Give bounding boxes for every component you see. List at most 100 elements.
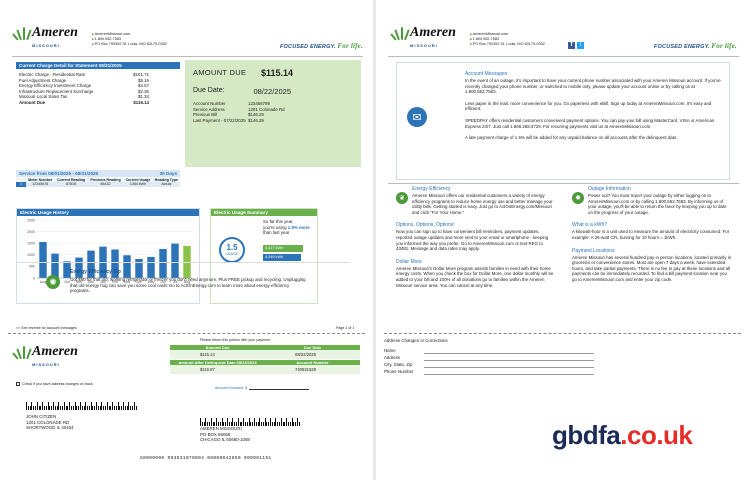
barcode-bar <box>297 418 298 426</box>
barcode-bar <box>234 422 235 426</box>
y-tick-label: 1500 <box>27 242 35 246</box>
address-change-checkbox-row[interactable]: Check if you have address changes on bac… <box>16 382 94 387</box>
charge-value: $2.36 <box>138 88 149 94</box>
barcode-bar <box>110 406 112 410</box>
x-tick-label: Mar <box>124 280 131 284</box>
info-block: ❦ Energy Efficiency Ameren Missouri offers… <box>396 186 556 215</box>
barcode-bar <box>255 422 257 426</box>
barcode-bar <box>237 418 239 426</box>
barcode-bar <box>228 422 230 426</box>
service-table: Service from 08/01/2025 - 08/31/2025 30 … <box>16 170 180 187</box>
tip-text: Got $50 for that old, working refrigerat… <box>70 277 306 294</box>
envelope-icon: ✉ <box>407 107 427 127</box>
service-header: Current Usage <box>125 178 151 182</box>
barcode-bar <box>295 422 297 426</box>
page-number: Page 1 of 1 <box>336 326 355 330</box>
info-title: Payment Locations <box>572 247 615 254</box>
message-paragraph: Less paper in the mail, more convenience… <box>465 100 712 112</box>
barcode-bar <box>248 418 250 426</box>
barcode-bar <box>124 406 126 410</box>
account-summary-list: Account Number 123456789 Service Address 12… <box>193 101 353 123</box>
charge-label: Missouri Local Sales Tax <box>19 94 68 100</box>
info-block: What is a kWh? A kilowatt-hour is a unit … <box>572 222 732 240</box>
contact-address: PO Box 790352 St. Louis, MO 63179-0352 <box>92 42 167 47</box>
info-text: Ameren Missouri has several hundred pay … <box>572 254 732 282</box>
y-tick-label: 2500 <box>27 218 35 222</box>
x-tick-label: Aug <box>40 280 46 284</box>
x-tick-label: Aug <box>184 280 190 284</box>
barcode-bar <box>97 406 99 410</box>
barcode-bar <box>246 422 248 426</box>
barcode-bar <box>126 406 128 410</box>
charge-value: $4.57 <box>138 83 149 89</box>
address-changes-form: Name Address City, State, Zip Phone Number <box>384 348 594 376</box>
info-text: Now you can sign up to have convenient b… <box>396 229 549 252</box>
barcode-bar <box>208 422 210 426</box>
barcode-bar <box>36 402 38 410</box>
x-tick-label: Oct <box>64 280 70 284</box>
contact-info-back: AmerenMissouri.com 1.800.552.7583 PO Box… <box>470 32 545 47</box>
twitter-icon[interactable]: t <box>577 42 584 49</box>
remit-address-line: AMEREN MISSOURI <box>200 426 242 431</box>
usage-bar-last-year: 4,349 kWh <box>263 254 301 261</box>
barcode-bar <box>87 406 88 410</box>
summary-label: Account Number <box>193 101 226 106</box>
address-field-input[interactable] <box>424 356 594 361</box>
x-tick-label: May <box>148 280 155 284</box>
return-note: Please return this portion with your pay… <box>200 338 272 342</box>
divider <box>388 56 739 57</box>
barcode-bar <box>210 418 212 426</box>
x-tick-label: Dec <box>88 280 95 284</box>
current-charges-list: Electric Charge - Residential Rate $101.7… <box>16 69 180 109</box>
barcode-bar <box>49 406 51 410</box>
barcode-bar <box>34 406 36 410</box>
address-field-input[interactable] <box>424 349 594 354</box>
address-change-checkbox[interactable] <box>16 382 20 387</box>
x-tick-label: Nov <box>76 280 83 284</box>
barcode-bar <box>282 422 284 426</box>
info-block: Dollar More Ameren Missouri's Dollar More… <box>396 259 556 288</box>
x-tick-label: Jan <box>100 280 106 284</box>
service-cell: 87816 <box>66 182 77 187</box>
barcode-bar <box>40 406 42 410</box>
bill-page-back: Ameren MISSOURI AmerenMissouri.com 1.800… <box>376 0 749 480</box>
facebook-icon[interactable]: f <box>568 42 575 49</box>
message-paragraph: In the event of an outage, it's importan… <box>465 78 721 95</box>
usage-bar <box>51 253 59 278</box>
ameren-logo-back: Ameren MISSOURI <box>390 26 456 52</box>
x-tick-label: Jun <box>160 280 166 284</box>
summary-value: $146.29 <box>248 117 264 123</box>
barcode-bar <box>298 422 300 426</box>
barcode-bar <box>275 418 277 426</box>
y-tick-label: 500 <box>29 265 35 269</box>
usage-bar <box>159 249 167 278</box>
address-field-input[interactable] <box>424 363 594 368</box>
barcode-bar <box>47 402 49 410</box>
barcode-bar <box>43 406 45 410</box>
summary-row: Last Payment - 07/22/2025 $146.29 <box>193 118 303 124</box>
stub-amount-due: $115.14 <box>200 352 215 357</box>
usage-bar <box>87 250 95 278</box>
barcode-bar <box>264 418 266 426</box>
barcode-bar <box>201 422 203 426</box>
summary-row: Service Address 1201 Colonade Rd <box>193 107 303 113</box>
barcode-bar <box>65 406 67 410</box>
address-field-input[interactable] <box>424 370 594 375</box>
charge-label: Amount Due <box>19 99 46 105</box>
y-tick-label: 1000 <box>27 253 35 257</box>
tagline-back: FOCUSED ENERGY. For life. <box>654 42 737 50</box>
x-tick-label: Jul <box>173 280 178 284</box>
message-paragraph: SPEEDPAY offers residential customers co… <box>465 117 715 129</box>
contact-website[interactable]: AmerenMissouri.com <box>92 32 167 37</box>
service-period: Service from 08/01/2025 - 08/31/2025 <box>19 171 99 176</box>
current-charges-title: Current Charge Detail for Statement 08/3… <box>16 62 180 69</box>
charge-row: Infrastructure Replacement Surcharge $2.3… <box>19 89 149 95</box>
barcode-bar <box>221 418 223 426</box>
brand-name: Ameren <box>32 25 78 40</box>
address-field-row: City, State, Zip <box>384 362 594 368</box>
barcode-bar <box>217 422 219 426</box>
barcode-bar <box>289 422 291 426</box>
amount-enclosed-field[interactable] <box>249 386 310 391</box>
amount-due-label: AMOUNT DUE <box>193 68 247 77</box>
barcode-bar <box>259 418 261 426</box>
